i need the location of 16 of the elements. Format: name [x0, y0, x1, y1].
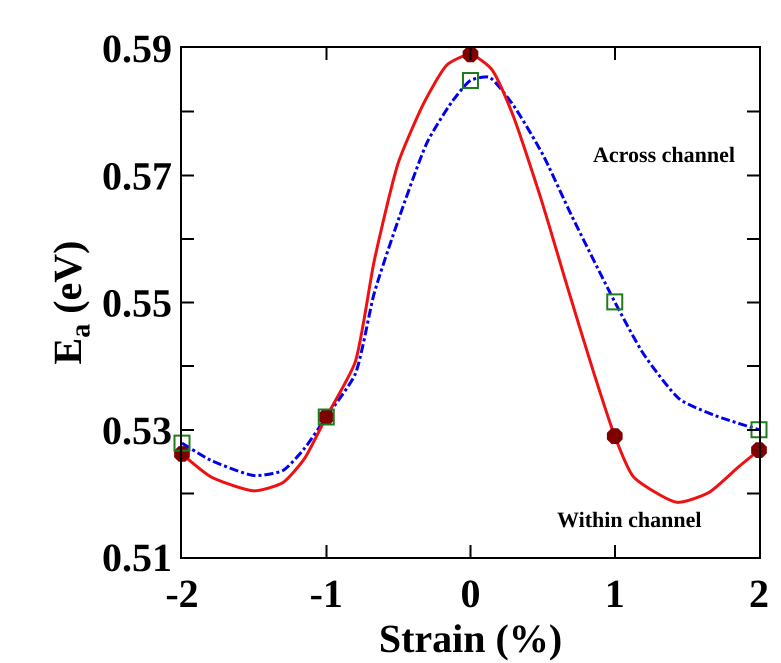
x-tick-label: 2: [749, 571, 769, 616]
y-tick-label: 0.59: [102, 26, 172, 71]
point: [174, 434, 190, 452]
annotation: Within channel: [557, 507, 702, 532]
x-tick-label: -1: [310, 571, 343, 616]
point: [606, 428, 623, 444]
y-tick-label: 0.57: [102, 153, 172, 198]
x-tick-label: 1: [604, 571, 625, 616]
x-axis-title: Strain (%): [378, 616, 562, 661]
point: [606, 293, 624, 310]
point: [750, 421, 768, 438]
y-tick-label: 0.55: [102, 280, 172, 326]
y-tick-label: 0.53: [102, 408, 172, 453]
point: [462, 72, 479, 89]
annotation: Across channel: [593, 142, 735, 167]
x-tick-label: 0: [460, 571, 480, 616]
